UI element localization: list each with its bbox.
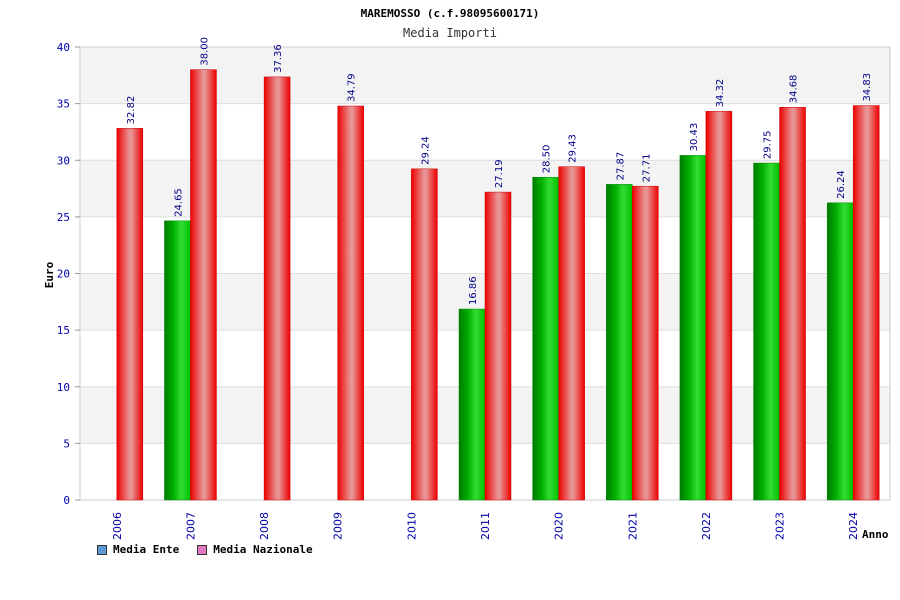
data-label: 32.82 bbox=[126, 96, 137, 125]
chart-title: MAREMOSSO (c.f.98095600171) bbox=[361, 7, 540, 20]
legend-swatch-media-nazionale bbox=[197, 544, 208, 555]
bars: 32.82 24.65 38.00 37.36 34.79 29.24 16.86 27.19… bbox=[116, 37, 880, 501]
bar-media-ente-2011 bbox=[458, 308, 486, 501]
x-tick-label: 2009 bbox=[332, 512, 345, 540]
bar-media-nazionale-2024 bbox=[852, 105, 880, 501]
data-label: 34.32 bbox=[715, 79, 726, 108]
bar-media-ente-2007 bbox=[164, 220, 191, 501]
y-tick-label: 40 bbox=[57, 41, 70, 54]
bar-media-nazionale-2008 bbox=[263, 76, 291, 501]
bar-media-ente-2024 bbox=[826, 202, 854, 501]
bar-media-ente-2021 bbox=[606, 184, 633, 501]
y-axis: 0 5 10 15 20 25 30 35 40 bbox=[57, 41, 80, 507]
y-axis-label: Euro bbox=[43, 261, 56, 288]
bar-media-ente-2020 bbox=[532, 176, 559, 501]
y-tick-label: 30 bbox=[57, 154, 70, 167]
legend: Media Ente Media Nazionale bbox=[97, 543, 313, 556]
x-tick-label: 2022 bbox=[700, 512, 713, 540]
data-label: 29.43 bbox=[568, 134, 579, 163]
x-tick-label: 2006 bbox=[111, 512, 124, 540]
legend-label-media-nazionale: Media Nazionale bbox=[213, 543, 313, 556]
data-label: 38.00 bbox=[199, 37, 210, 66]
legend-label-media-ente: Media Ente bbox=[113, 543, 180, 556]
bar-media-nazionale-2007 bbox=[190, 69, 217, 501]
data-label: 24.65 bbox=[173, 188, 184, 217]
y-tick-label: 25 bbox=[57, 211, 70, 224]
x-tick-label: 2007 bbox=[184, 512, 197, 540]
legend-item-media-ente[interactable]: Media Ente bbox=[97, 543, 179, 556]
data-label: 34.83 bbox=[862, 73, 873, 102]
data-label: 37.36 bbox=[273, 44, 284, 73]
y-tick-label: 20 bbox=[57, 268, 70, 281]
bar-media-nazionale-2022 bbox=[705, 111, 733, 501]
x-tick-label: 2024 bbox=[847, 512, 860, 540]
bar-media-nazionale-2023 bbox=[779, 106, 806, 501]
data-label: 34.68 bbox=[789, 75, 800, 104]
data-label: 28.50 bbox=[542, 145, 553, 174]
x-tick-label: 2023 bbox=[774, 512, 787, 540]
y-tick-label: 5 bbox=[63, 437, 70, 450]
data-label: 30.43 bbox=[689, 123, 700, 152]
x-axis: 2006 2007 2008 2009 2010 2011 2020 2021 2022 2023… bbox=[111, 512, 860, 540]
data-label: 34.79 bbox=[347, 73, 358, 102]
data-label: 27.71 bbox=[641, 154, 652, 183]
bar-media-nazionale-2009 bbox=[337, 105, 364, 501]
data-label: 29.24 bbox=[420, 136, 431, 165]
bar-media-nazionale-2011 bbox=[484, 191, 512, 501]
data-label: 27.19 bbox=[494, 159, 505, 188]
x-tick-label: 2010 bbox=[405, 512, 418, 540]
y-tick-label: 35 bbox=[57, 98, 70, 111]
bar-media-nazionale-2020 bbox=[558, 166, 585, 501]
x-tick-label: 2021 bbox=[626, 512, 639, 540]
bar-media-nazionale-2006 bbox=[116, 128, 144, 501]
x-tick-label: 2011 bbox=[479, 512, 492, 540]
bar-media-nazionale-2010 bbox=[411, 168, 438, 501]
data-label: 27.87 bbox=[615, 152, 626, 181]
bar-media-ente-2022 bbox=[679, 155, 707, 501]
data-label: 16.86 bbox=[468, 276, 479, 305]
bar-media-ente-2023 bbox=[753, 162, 780, 501]
data-label: 26.24 bbox=[836, 170, 847, 199]
chart-subtitle: Media Importi bbox=[403, 26, 497, 40]
x-tick-label: 2008 bbox=[258, 512, 271, 540]
y-tick-label: 15 bbox=[57, 324, 70, 337]
legend-item-media-nazionale[interactable]: Media Nazionale bbox=[197, 543, 313, 556]
bar-media-nazionale-2021 bbox=[632, 185, 659, 501]
data-label: 29.75 bbox=[763, 130, 774, 159]
x-tick-label: 2020 bbox=[553, 512, 566, 540]
legend-swatch-media-ente bbox=[97, 544, 107, 555]
x-axis-label: Anno bbox=[862, 528, 889, 541]
y-tick-label: 10 bbox=[57, 381, 70, 394]
y-tick-label: 0 bbox=[63, 494, 70, 507]
